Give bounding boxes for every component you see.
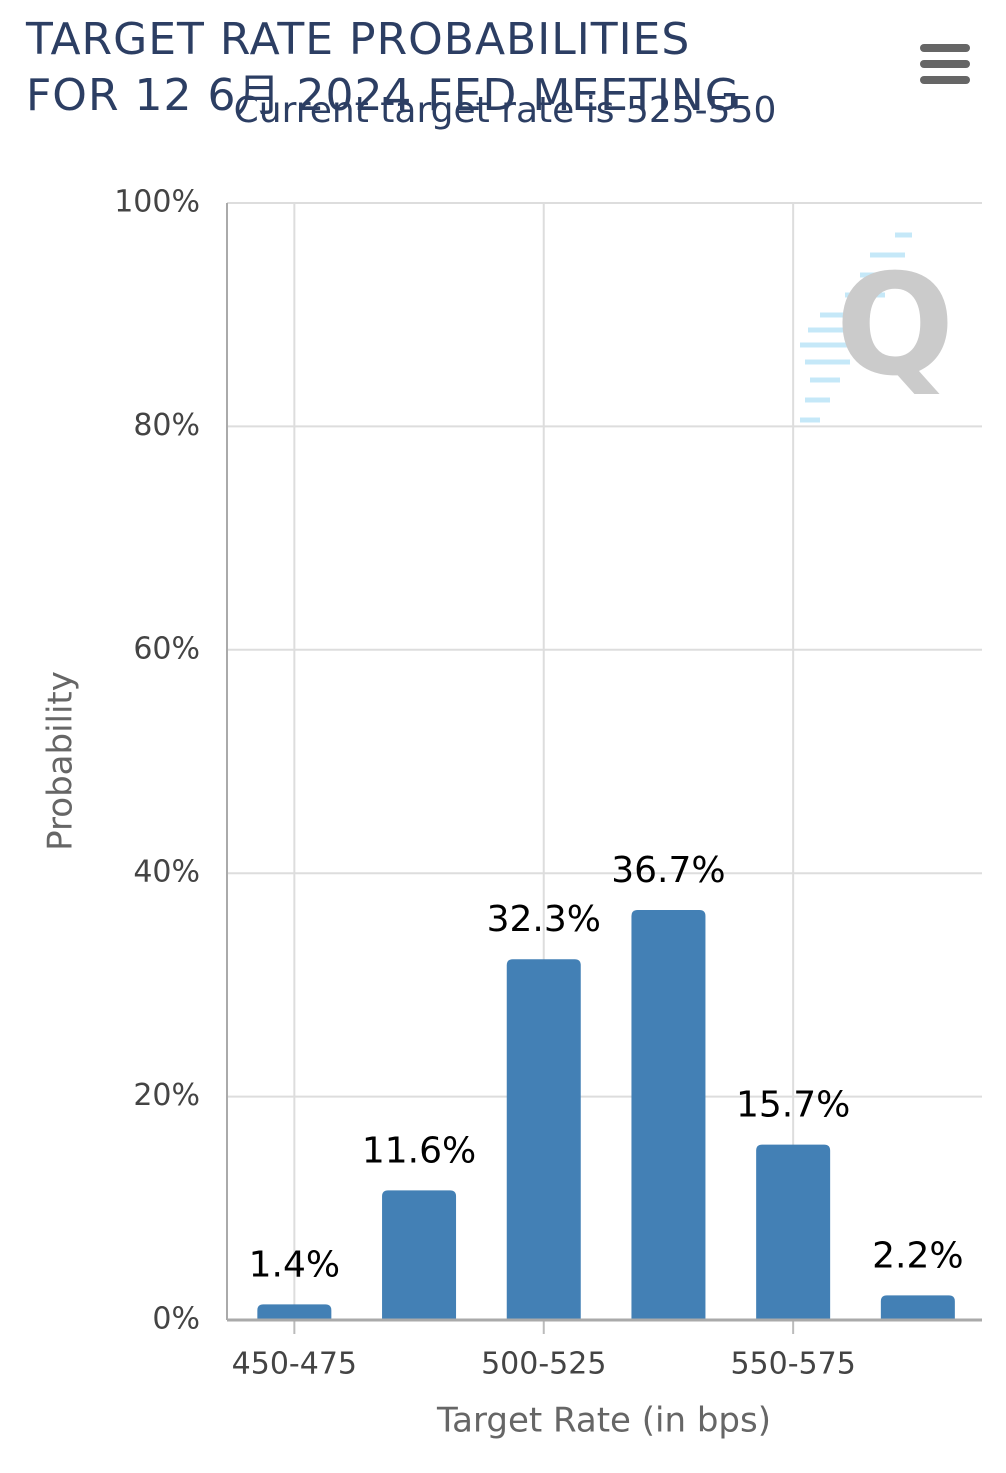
x-tick-label: 550-575 — [730, 1347, 855, 1382]
menu-icon[interactable] — [920, 44, 970, 84]
bar — [506, 959, 581, 1320]
x-axis-title: Target Rate (in bps) — [436, 1401, 771, 1441]
y-tick-label: 20% — [133, 1078, 200, 1113]
watermark: Q — [800, 232, 955, 423]
bar — [880, 1295, 955, 1320]
value-label: 15.7% — [736, 1085, 850, 1126]
y-tick-label: 40% — [133, 855, 200, 890]
x-tick-label: 450-475 — [232, 1347, 357, 1382]
y-tick-label: 60% — [133, 631, 200, 666]
y-tick-label: 0% — [152, 1302, 200, 1337]
chart-title: TARGET RATE PROBABILITIES FOR 12 6月 2024… — [26, 14, 740, 121]
chart-subtitle: Current target rate is 525-550 — [234, 90, 777, 131]
y-tick-label: 80% — [133, 408, 200, 443]
x-tick-label: 500-525 — [481, 1347, 606, 1382]
y-tick-label: 100% — [114, 185, 200, 220]
bar — [756, 1144, 831, 1320]
value-label: 36.7% — [611, 850, 725, 891]
svg-text:Q: Q — [835, 245, 954, 408]
value-label: 1.4% — [249, 1244, 340, 1285]
bar — [257, 1304, 332, 1320]
value-label: 2.2% — [872, 1235, 963, 1276]
bar — [631, 910, 706, 1320]
y-axis-title: Probability — [41, 671, 81, 851]
value-label: 11.6% — [362, 1130, 476, 1171]
bar — [382, 1190, 457, 1320]
value-label: 32.3% — [487, 899, 601, 940]
